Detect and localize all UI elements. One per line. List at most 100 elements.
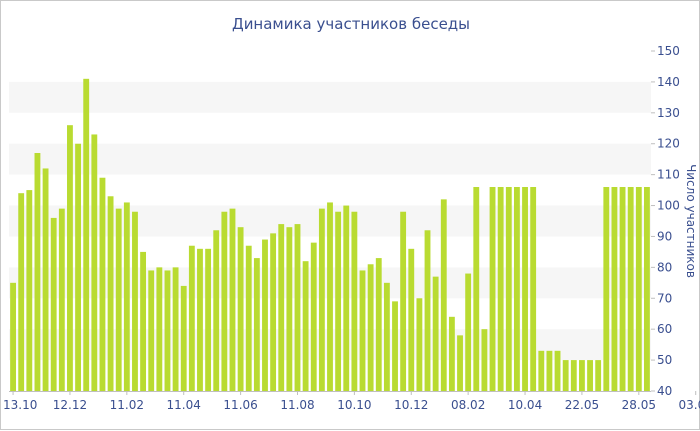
- bar: [148, 270, 155, 391]
- bar: [302, 261, 309, 391]
- bar: [627, 187, 634, 391]
- bar: [213, 230, 220, 391]
- bar: [473, 187, 480, 391]
- x-tick-label: 13.10: [3, 398, 37, 412]
- x-tick-label: 11.06: [223, 398, 257, 412]
- bar: [351, 211, 358, 391]
- x-tick-label: 10.10: [337, 398, 371, 412]
- y-axis-title: Число участников: [684, 164, 698, 278]
- bar: [253, 258, 260, 391]
- bar: [237, 227, 244, 391]
- x-tick-label: 11.08: [280, 398, 314, 412]
- y-tick-label: 70: [657, 291, 672, 305]
- bar: [34, 153, 41, 391]
- bar: [513, 187, 520, 391]
- bar: [172, 267, 179, 391]
- bar: [546, 350, 553, 391]
- bar: [489, 187, 496, 391]
- bar: [359, 270, 366, 391]
- y-tick-label: 130: [657, 106, 680, 120]
- bar: [180, 285, 187, 391]
- bar-series: [10, 78, 650, 392]
- y-axis: 40 50 60 70 80 90 100 110 120 130 140 150: [651, 44, 680, 398]
- x-tick-label: 11.04: [167, 398, 201, 412]
- bar: [310, 242, 317, 391]
- bar: [481, 329, 488, 391]
- bar: [424, 230, 431, 391]
- bar: [440, 199, 447, 391]
- bar: [270, 233, 277, 391]
- bar: [50, 217, 57, 391]
- bar: [538, 350, 545, 391]
- bar: [91, 134, 98, 391]
- bar: [383, 282, 390, 391]
- bar: [392, 301, 398, 391]
- bar: [497, 187, 504, 391]
- x-tick-label: 12.12: [53, 398, 87, 412]
- bar: [562, 360, 569, 391]
- bar: [164, 270, 171, 391]
- bar: [205, 248, 212, 391]
- bar: [221, 211, 228, 391]
- bar: [408, 248, 415, 391]
- bar: [400, 211, 407, 391]
- bar: [530, 187, 537, 391]
- bar: [611, 187, 618, 391]
- bar: [115, 208, 122, 391]
- bar: [18, 193, 25, 391]
- bar: [294, 224, 301, 391]
- bar: [229, 208, 236, 391]
- bar: [123, 202, 130, 391]
- grid-band: [9, 81, 651, 113]
- bar: [635, 187, 642, 391]
- bar: [10, 282, 16, 391]
- bar: [603, 187, 610, 391]
- bar: [140, 251, 147, 391]
- bar: [42, 168, 49, 391]
- bar: [83, 78, 90, 391]
- bar: [99, 177, 106, 391]
- x-axis: 13.10 12.12 11.02 11.04 11.06 11.08 10.10 10.12…: [3, 391, 700, 412]
- bar: [416, 298, 423, 391]
- bar: [286, 227, 293, 391]
- x-tick-label: 11.02: [110, 398, 144, 412]
- bar: [335, 211, 342, 391]
- bar: [375, 258, 382, 391]
- bar: [318, 208, 325, 391]
- bar: [75, 143, 81, 391]
- grid-band: [9, 143, 651, 175]
- bar: [343, 205, 350, 391]
- y-tick-label: 120: [657, 137, 680, 151]
- bar: [245, 245, 252, 391]
- y-tick-label: 100: [657, 199, 680, 213]
- bar: [570, 360, 577, 391]
- x-tick-label: 22.05: [565, 398, 599, 412]
- y-tick-label: 110: [657, 168, 680, 182]
- bar: [132, 211, 138, 391]
- bar: [262, 239, 268, 391]
- bar: [522, 187, 528, 391]
- bar: [278, 224, 285, 391]
- y-tick-label: 80: [657, 260, 672, 274]
- bar: [505, 187, 512, 391]
- y-tick-label: 140: [657, 75, 680, 89]
- bar: [448, 316, 455, 391]
- bar: [367, 264, 374, 391]
- x-tick-label: 28.05: [622, 398, 656, 412]
- x-tick-label: 10.04: [508, 398, 542, 412]
- chart-title: Динамика участников беседы: [232, 15, 470, 33]
- y-tick-label: 90: [657, 229, 672, 243]
- y-tick-label: 150: [657, 44, 680, 58]
- x-tick-label: 08.02: [451, 398, 485, 412]
- bar: [457, 335, 463, 391]
- bar: [587, 360, 593, 391]
- x-tick-label: 10.12: [394, 398, 428, 412]
- bar: [554, 350, 561, 391]
- bar: [156, 267, 163, 391]
- bar: [67, 125, 73, 392]
- bar: [197, 248, 203, 391]
- bar: [26, 190, 33, 391]
- bar: [188, 245, 195, 391]
